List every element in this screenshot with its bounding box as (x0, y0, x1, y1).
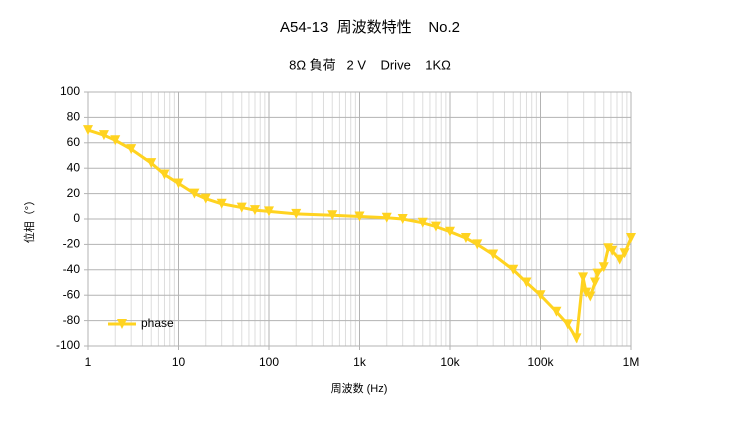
data-marker (592, 268, 603, 279)
data-marker (264, 206, 274, 217)
data-marker (619, 248, 630, 259)
data-marker (626, 233, 636, 244)
y-tick-label: 60 (67, 135, 81, 149)
data-marker (508, 264, 519, 275)
data-marker (236, 202, 247, 213)
x-axis-label: 周波数 (Hz) (331, 382, 388, 395)
y-tick-label: -100 (56, 338, 80, 352)
data-marker (551, 306, 562, 317)
data-marker (445, 226, 455, 237)
data-marker (571, 333, 582, 344)
data-marker (521, 277, 532, 288)
data-marker (397, 214, 408, 224)
y-tick-label: 80 (67, 110, 81, 124)
data-marker (98, 130, 109, 141)
y-tick-label: -40 (63, 262, 81, 276)
data-marker (381, 212, 392, 223)
y-tick-label: 100 (60, 84, 80, 98)
data-marker (585, 291, 596, 302)
data-marker (327, 210, 338, 221)
data-marker (589, 277, 600, 288)
x-tick-label: 100 (259, 355, 279, 369)
x-tick-label: 10 (172, 355, 186, 369)
data-marker (159, 169, 170, 180)
x-tick-label: 1M (623, 355, 640, 369)
x-tick-label: 100k (527, 355, 554, 369)
data-marker (460, 233, 471, 244)
data-marker (607, 245, 618, 256)
data-marker (126, 144, 137, 155)
y-tick-label: -20 (63, 237, 81, 251)
data-marker (417, 217, 428, 228)
data-marker (578, 272, 589, 283)
data-marker (614, 254, 625, 265)
y-tick-label: 40 (67, 160, 81, 174)
data-marker (291, 208, 302, 219)
data-marker (216, 198, 227, 209)
data-marker (354, 211, 365, 222)
x-tick-label: 1k (353, 355, 367, 369)
data-marker (249, 205, 260, 216)
data-marker (83, 125, 93, 136)
data-marker (110, 135, 121, 146)
legend-swatch-marker (117, 319, 127, 329)
data-marker (200, 193, 211, 204)
chart-title: A54-13 周波数特性 No.2 (280, 19, 460, 36)
chart-subtitle: 8Ω 負荷 2 V Drive 1KΩ (289, 57, 451, 72)
data-marker (472, 239, 483, 250)
data-marker (562, 319, 573, 330)
data-marker (603, 243, 614, 254)
data-marker (488, 249, 499, 260)
y-tick-label: -80 (63, 313, 81, 327)
y-tick-label: 0 (73, 211, 80, 225)
y-tick-label: 20 (67, 186, 81, 200)
x-tick-label: 10k (440, 355, 460, 369)
y-tick-label: -60 (63, 287, 81, 301)
y-axis-label: 位相（°） (22, 195, 36, 243)
x-tick-label: 1 (85, 355, 92, 369)
data-marker (430, 221, 441, 232)
data-marker (598, 262, 609, 273)
data-marker (146, 158, 157, 169)
data-marker (173, 178, 184, 189)
data-marker (189, 188, 200, 199)
legend-label: phase (141, 316, 174, 330)
data-marker (535, 290, 546, 301)
